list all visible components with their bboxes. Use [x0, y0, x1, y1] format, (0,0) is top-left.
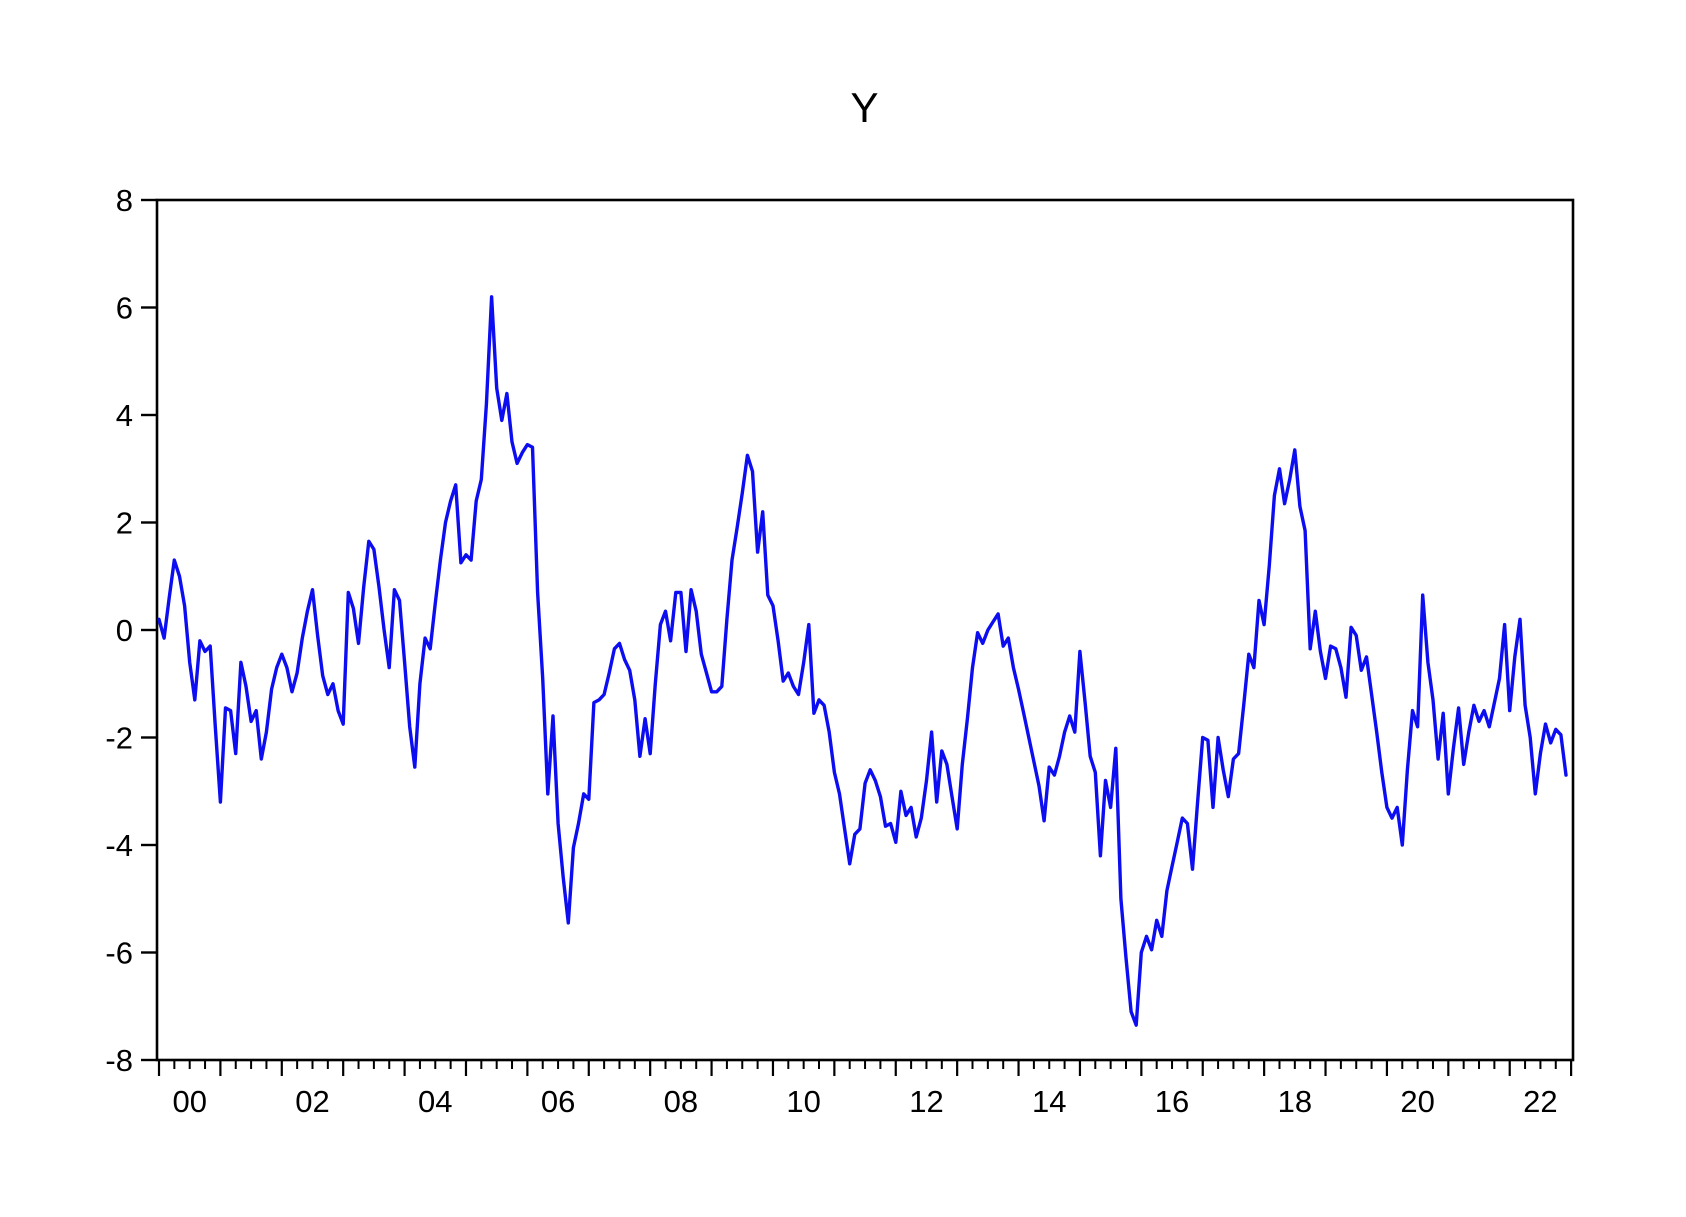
x-tick-label: 10 [786, 1084, 820, 1119]
y-tick-label: -4 [105, 828, 133, 863]
x-tick-label: 16 [1155, 1084, 1189, 1119]
y-tick-label: 4 [116, 398, 133, 433]
y-tick-label: 8 [116, 183, 133, 218]
x-tick-label: 02 [295, 1084, 329, 1119]
y-tick-label: -2 [105, 721, 133, 756]
y-tick-label: -6 [105, 936, 133, 971]
y-tick-label: 2 [116, 506, 133, 541]
y-tick-label: -8 [105, 1043, 133, 1078]
x-tick-label: 00 [172, 1084, 206, 1119]
chart-title: Y [850, 84, 880, 131]
y-tick-label: 0 [116, 613, 133, 648]
x-tick-label: 22 [1523, 1084, 1557, 1119]
x-tick-label: 14 [1032, 1084, 1066, 1119]
x-axis: 00 02 04 06 08 10 12 14 16 18 20 22 [157, 1060, 1573, 1119]
x-tick-label: 08 [664, 1084, 698, 1119]
y-axis: 8 6 4 2 0 -2 -4 -6 -8 [105, 183, 157, 1078]
x-tick-label: 20 [1400, 1084, 1434, 1119]
plot-frame [155, 198, 1575, 1062]
x-tick-label: 06 [541, 1084, 575, 1119]
x-tick-label: 04 [418, 1084, 452, 1119]
x-tick-label: 18 [1278, 1084, 1312, 1119]
series-line-Y [157, 295, 1568, 1027]
y-tick-label: 6 [116, 291, 133, 326]
x-tick-label: 12 [909, 1084, 943, 1119]
